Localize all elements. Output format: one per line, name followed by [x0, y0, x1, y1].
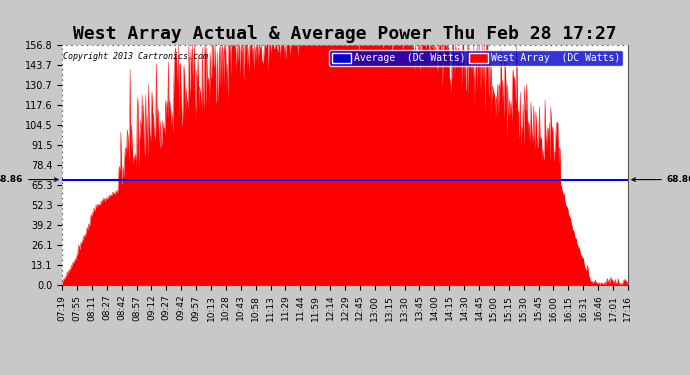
Title: West Array Actual & Average Power Thu Feb 28 17:27: West Array Actual & Average Power Thu Fe… [73, 26, 617, 44]
Text: 68.86: 68.86 [0, 175, 58, 184]
Legend: Average  (DC Watts), West Array  (DC Watts): Average (DC Watts), West Array (DC Watts… [328, 50, 623, 66]
Text: 68.86: 68.86 [632, 175, 690, 184]
Text: Copyright 2013 Cartronics.com: Copyright 2013 Cartronics.com [63, 52, 208, 61]
